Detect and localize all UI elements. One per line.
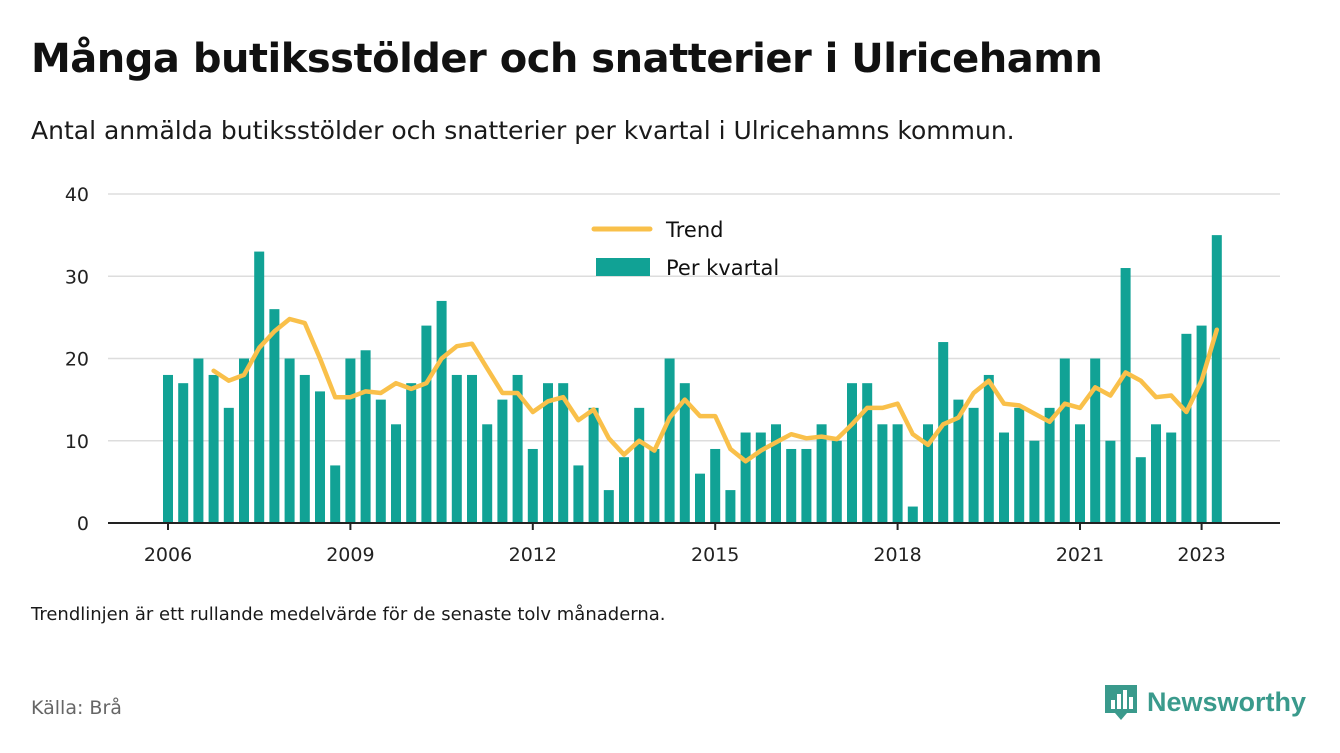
chart-area: 0 10 20 30 40 2006 2009 2012 2015 2018 2021 2023 T…: [65, 184, 1280, 566]
bar: [223, 407, 234, 523]
bar: [421, 325, 432, 523]
legend-trend-label: Trend: [665, 218, 723, 242]
x-tick-label: 2012: [509, 544, 557, 566]
bar: [436, 300, 447, 523]
bar: [315, 391, 325, 523]
bar: [482, 424, 493, 523]
bar: [938, 342, 949, 523]
bar: [193, 358, 204, 523]
bar: [953, 399, 964, 523]
brand-name: Newsworthy: [1147, 686, 1307, 717]
bar: [527, 448, 538, 523]
bar: [1120, 268, 1131, 523]
bar: [1059, 358, 1070, 523]
y-tick-label: 30: [65, 266, 89, 288]
bar: [1029, 440, 1040, 523]
legend-bar-label: Per kvartal: [666, 256, 779, 280]
y-tick-label: 10: [65, 431, 89, 453]
trend-line-group: [211, 316, 1220, 464]
bar: [664, 358, 675, 523]
bar: [1196, 325, 1207, 523]
bar: [558, 383, 569, 523]
chart-subtitle: Antal anmälda butiksstölder och snatteri…: [31, 116, 1015, 145]
y-tick-label: 0: [77, 513, 89, 535]
bar: [619, 457, 629, 523]
newsworthy-logo-icon: [1105, 685, 1137, 720]
bar: [573, 465, 584, 523]
bar: [1105, 440, 1116, 523]
x-tick-label: 2018: [873, 544, 921, 566]
x-tick-label: 2023: [1177, 544, 1225, 566]
bar: [1014, 407, 1025, 523]
bar: [1075, 424, 1085, 523]
bar: [1151, 424, 1161, 523]
bar: [208, 374, 219, 523]
x-tick-label: 2015: [691, 544, 739, 566]
bar: [1181, 333, 1192, 523]
bar: [771, 424, 781, 523]
bar: [862, 383, 873, 523]
bar: [907, 506, 918, 523]
bar: [299, 374, 310, 523]
legend-bar-swatch: [596, 258, 650, 276]
bar: [983, 374, 994, 523]
bar: [1135, 457, 1146, 523]
bar: [406, 383, 417, 523]
legend: Trend Per kvartal: [591, 218, 779, 280]
bar: [1211, 235, 1222, 523]
bar: [755, 432, 766, 523]
bar: [451, 374, 462, 523]
bars: [163, 235, 1222, 523]
bar: [254, 251, 265, 523]
bar: [649, 448, 660, 523]
bar: [847, 383, 857, 523]
x-tick-label: 2021: [1056, 544, 1104, 566]
bar: [679, 383, 690, 523]
bar: [1044, 407, 1055, 523]
bar: [588, 407, 599, 523]
bar: [892, 424, 903, 523]
source-label: Källa: Brå: [31, 697, 122, 719]
bar: [178, 383, 189, 523]
bar: [345, 358, 356, 523]
y-axis-ticks: 0 10 20 30 40: [65, 184, 89, 535]
bar: [330, 465, 341, 523]
bar: [801, 448, 812, 523]
chart-note: Trendlinjen är ett rullande medelvärde f…: [31, 604, 666, 625]
trend-line: [211, 316, 1220, 464]
bar: [999, 432, 1009, 523]
bar: [786, 448, 797, 523]
bar: [269, 309, 280, 523]
x-tick-label: 2006: [144, 544, 192, 566]
bar: [816, 424, 827, 523]
x-axis-ticks: 2006 2009 2012 2015 2018 2021 2023: [144, 523, 1226, 566]
y-tick-label: 20: [65, 349, 89, 371]
y-tick-label: 40: [65, 184, 89, 206]
bar: [543, 383, 553, 523]
bar: [923, 424, 933, 523]
bar: [284, 358, 295, 523]
bar: [239, 358, 249, 523]
bar: [497, 399, 508, 523]
bar: [391, 424, 401, 523]
chart-title: Många butiksstölder och snatterier i Ulr…: [31, 36, 1103, 82]
bar: [1090, 358, 1101, 523]
bar: [1166, 432, 1177, 523]
bar: [360, 350, 371, 523]
bar: [467, 374, 477, 523]
bar: [634, 407, 645, 523]
bar: [877, 424, 888, 523]
brand-logo: Newsworthy: [1103, 682, 1306, 722]
bar: [740, 432, 751, 523]
bar: [603, 490, 614, 523]
bar: [710, 448, 721, 523]
bar: [968, 407, 979, 523]
bar: [695, 473, 705, 523]
x-tick-label: 2009: [326, 544, 374, 566]
bar: [375, 399, 386, 523]
bar: [163, 374, 173, 523]
bar: [512, 374, 523, 523]
bar: [725, 490, 736, 523]
bar: [831, 440, 842, 523]
